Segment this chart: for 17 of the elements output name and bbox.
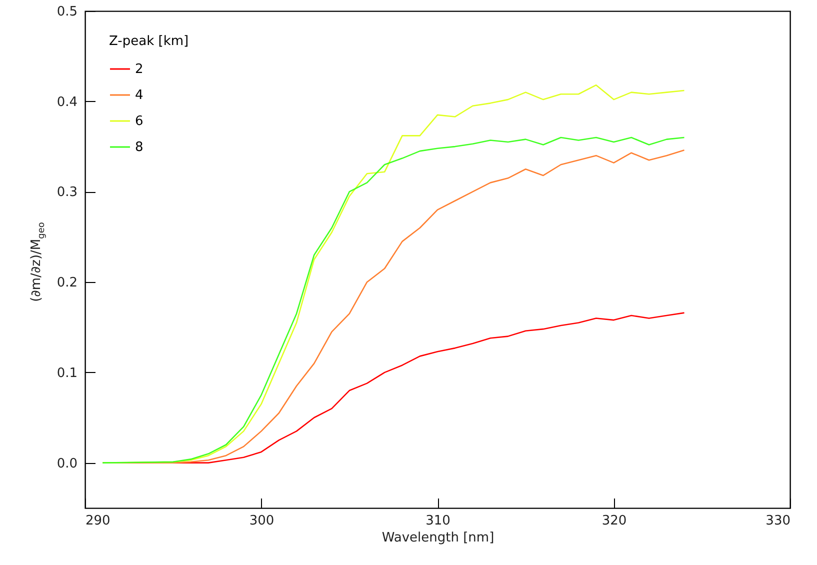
y-tick-label: 0.5 <box>56 4 78 20</box>
y-tick-label: 0.1 <box>56 366 78 381</box>
y-tick-label: 0.4 <box>56 94 78 110</box>
legend-title: Z-peak [km] <box>109 34 189 49</box>
y-tick-label: 0.2 <box>56 276 78 291</box>
x-tick-label: 330 <box>766 514 790 528</box>
y-tick-label: 0.3 <box>56 185 78 200</box>
x-tick-label: 320 <box>602 514 627 528</box>
x-axis-title: Wavelength [nm] <box>382 530 494 546</box>
x-tick-label: 300 <box>249 514 274 528</box>
legend-label: 8 <box>135 140 144 155</box>
legend-label: 2 <box>135 62 144 77</box>
x-tick-label: 310 <box>426 514 450 528</box>
y-tick-label: 0.0 <box>56 456 78 472</box>
x-tick-label: 290 <box>86 514 110 528</box>
legend-label: 6 <box>135 114 144 129</box>
legend-label: 4 <box>135 88 144 103</box>
